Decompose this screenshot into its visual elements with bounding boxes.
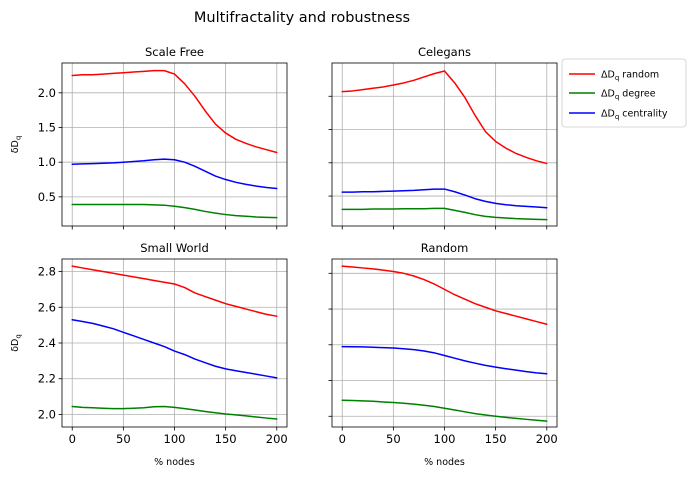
series-line-degree [341,399,548,422]
y-tick-label: 2.6 [38,300,56,314]
x-tick-label: 100 [434,432,456,446]
x-tick-label: 100 [164,432,186,446]
y-axis-label: δDq [10,334,23,352]
subplot-title: Celegans [418,45,471,59]
series-line-random [341,70,548,165]
y-tick-label: 2.2 [38,372,56,386]
x-tick-label: 0 [69,432,76,446]
series-line-centrality [341,188,548,209]
x-tick-label: 50 [386,432,401,446]
y-tick-label: 2.0 [38,407,56,421]
x-tick-label: 50 [116,432,131,446]
legend-entry-random: ΔDq random [569,70,659,83]
legend-entry-centrality: ΔDq centrality [569,109,668,122]
x-tick-label: 150 [485,432,507,446]
y-tick-label: 0.5 [38,190,56,204]
x-axis-label: % nodes [424,457,465,468]
y-tick-label: 1.0 [38,155,56,169]
series-line-random [71,69,278,154]
legend-label-random: ΔDq random [601,70,659,83]
legend-entry-degree: ΔDq degree [569,89,656,102]
series-line-random [341,265,548,325]
subplot-small-world: 0 50 100 150 200 2.0 2.2 2.4 2.6 2.8 Small World % … [10,241,288,468]
y-tick-label: 2.0 [38,86,56,100]
y-axis-label: δDq [10,136,23,154]
subplot-celegans: Celegans [328,45,558,230]
x-tick-label: 150 [215,432,237,446]
y-tick-label: 1.5 [38,121,56,135]
y-tick-label: 2.8 [38,265,56,279]
x-tick-label: 0 [339,432,346,446]
subplot-random: 0 50 100 150 200 Random % nodes [328,241,558,468]
subplot-scale-free: 0.5 1.0 1.5 2.0 Scale Free δDq [10,45,288,230]
subplot-title: Scale Free [145,45,204,59]
series-line-degree [341,207,548,221]
subplot-title: Random [421,241,469,255]
x-axis-label: % nodes [154,457,195,468]
figure-title: Multifractality and robustness [194,10,410,26]
legend-label-centrality: ΔDq centrality [601,109,668,122]
series-line-degree [71,405,278,420]
series-line-centrality [71,319,278,379]
y-tick-label: 2.4 [38,336,56,350]
x-tick-label: 200 [536,432,558,446]
series-line-random [71,265,278,317]
x-tick-label: 200 [266,432,288,446]
series-line-centrality [71,158,278,190]
legend-frame [561,58,687,128]
subplot-title: Small World [140,241,209,255]
series-line-degree [71,203,278,219]
legend-label-degree: ΔDq degree [601,89,656,102]
series-line-centrality [341,345,548,375]
subplot-grid: 0.5 1.0 1.5 2.0 Scale Free δDq Celegans 0 50 100 1… [10,45,558,468]
legend: ΔDq random ΔDq degree ΔDq centrality [561,58,687,128]
